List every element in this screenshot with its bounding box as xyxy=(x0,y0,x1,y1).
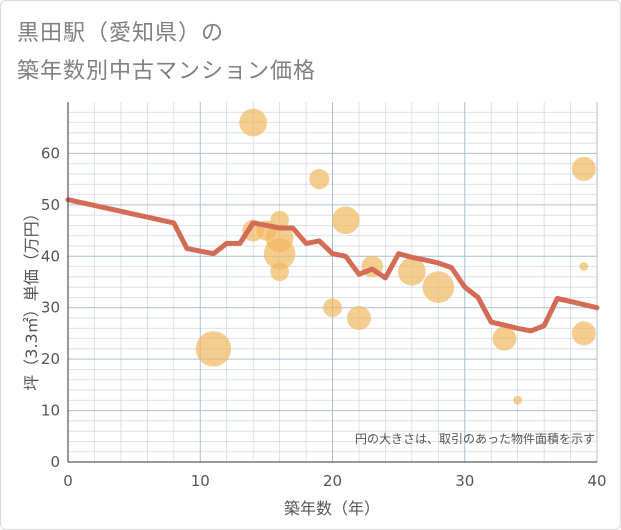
y-tick-label: 50 xyxy=(41,196,60,214)
x-tick-label: 40 xyxy=(587,472,606,490)
scatter-point xyxy=(513,395,523,405)
axes xyxy=(67,102,597,463)
scatter-point xyxy=(239,108,268,137)
y-tick-label: 10 xyxy=(41,402,60,420)
scatter-point xyxy=(492,326,517,351)
y-tick-label: 60 xyxy=(41,144,60,162)
scatter-point xyxy=(571,321,596,346)
y-tick-label: 20 xyxy=(41,350,60,368)
scatter-point xyxy=(346,306,371,330)
y-tick-label: 40 xyxy=(41,247,60,265)
x-tick-label: 20 xyxy=(323,472,342,490)
x-axis-label: 築年数（年） xyxy=(284,499,380,518)
y-tick-label: 30 xyxy=(41,299,60,317)
scatter-point xyxy=(309,169,330,190)
y-tick-label: 0 xyxy=(50,453,60,471)
trend-line-group xyxy=(65,197,600,334)
grid xyxy=(68,102,598,462)
x-tick-label: 0 xyxy=(63,472,73,490)
scatter-point xyxy=(195,331,232,367)
scatter-point xyxy=(263,237,296,270)
tick-labels: 0 10 20 30 40 50 60 0 10 20 30 40 xyxy=(41,144,607,490)
y-axis-label: 坪（3.3㎡）単価（万円） xyxy=(22,205,41,390)
scatter-point xyxy=(323,298,342,318)
scatter-point xyxy=(331,206,360,235)
chart-title-line1: 黒田駅（愛知県）の xyxy=(17,21,225,46)
size-note: 円の大きさは、取引のあった物件面積を示す xyxy=(355,431,595,446)
bubbles xyxy=(195,108,596,405)
x-tick-label: 10 xyxy=(191,472,210,490)
chart-title-line2: 築年数別中古マンション価格 xyxy=(17,59,317,84)
scatter-point xyxy=(397,257,426,286)
scatter-point xyxy=(270,262,289,282)
scatter-point xyxy=(579,262,589,271)
x-tick-label: 30 xyxy=(455,472,474,490)
trend-line xyxy=(65,197,600,334)
scatter-point xyxy=(571,156,596,181)
scatter-point xyxy=(422,271,455,303)
